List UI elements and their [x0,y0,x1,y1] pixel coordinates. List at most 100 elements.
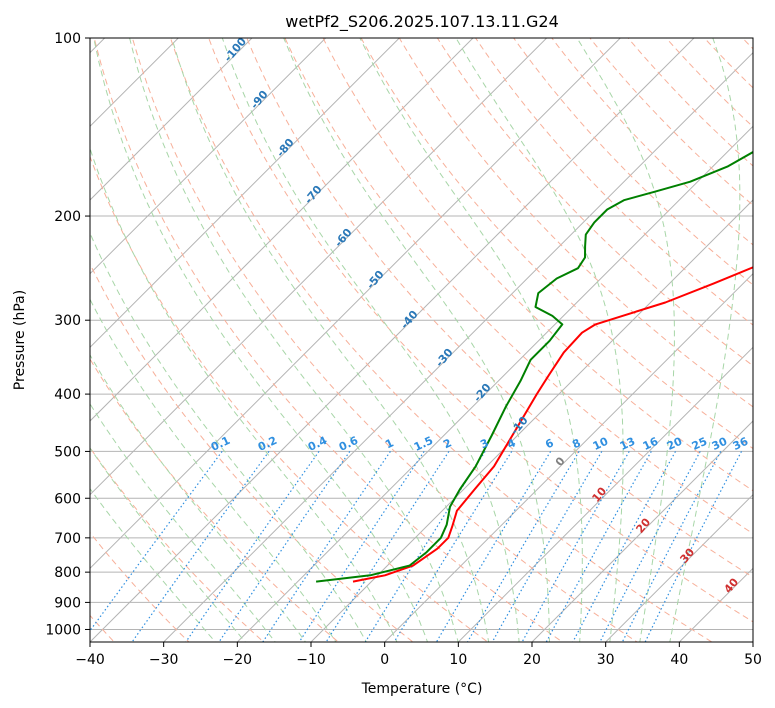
mixing-ratio-label: 25 [690,435,709,453]
isotherm-line [531,420,753,642]
isotherm-line [162,51,753,642]
dry-adiabat-line [93,38,564,642]
moist-adiabat-line [359,38,583,642]
isotherm-line [383,272,753,642]
moist-adiabat-line [221,38,520,642]
mixing-ratio-line [131,451,270,642]
x-axis: −40 −30 −20 −10 0 10 20 30 40 50 [75,642,762,668]
x-tick-label: 50 [744,652,762,668]
chart-title: wetPf2_S206.2025.107.13.11.G24 [285,12,559,32]
moist-adiabats [90,38,741,642]
x-tick-label: 20 [523,652,541,668]
plot-area: -100-90-80-70-60-50-40-30-20-10010203040… [0,11,775,654]
dry-adiabat-line [627,38,753,167]
dry-adiabat-line [170,38,713,642]
dry-adiabat-line [398,38,753,408]
isotherm-line [457,346,753,642]
moist-adiabat-line [283,38,550,642]
y-tick-label: 200 [54,209,81,225]
moist-adiabat-line [90,298,337,642]
moist-adiabat-line [576,38,675,642]
dry-adiabat-line [284,38,753,535]
dry-adiabat-line [131,38,638,642]
mixing-ratio-line [185,451,320,642]
mixing-ratio-label: 16 [641,435,661,453]
moist-adiabat-line [90,231,367,642]
moist-adiabat-line [90,402,276,642]
plot-frame [89,37,754,643]
mixing-ratio-label: 20 [665,435,685,453]
dry-adiabat-line [90,262,414,642]
mixing-ratio-line [644,451,743,642]
isotherm-line [90,38,401,349]
isotherm-line [90,38,180,128]
y-tick-label: 900 [54,595,81,611]
mixing-ratio-line [545,451,652,642]
dewpoint-profile [315,150,753,583]
isotherm-line [90,38,253,201]
moist-adiabat-line [129,38,459,642]
mixing-ratio-line [262,451,391,642]
x-tick-label: −10 [296,652,326,668]
plot-background [90,38,753,642]
moist-adiabat-line [93,38,429,642]
x-tick-label: 0 [380,652,389,668]
mixing-ratio-label: 13 [618,435,637,453]
y-tick-label: 300 [54,313,81,329]
moist-adiabat-line [90,447,246,642]
y-tick-label: 500 [54,444,81,460]
mixing-ratio-label: 36 [731,435,751,453]
y-axis: 100 200 300 400 500 600 700 800 900 1000 [45,31,90,638]
dry-adiabats [90,11,775,654]
y-tick-label: 600 [54,491,81,507]
y-tick-label: 1000 [45,622,81,638]
dry-adiabat-line [208,38,753,623]
mixing-ratio-line [218,451,351,642]
mixing-ratio-label: 10 [591,435,611,453]
x-tick-label: −40 [75,652,105,668]
dry-adiabat-line [322,38,753,492]
x-tick-label: −20 [223,652,253,668]
y-tick-label: 100 [54,31,81,47]
moist-adiabat-line [455,38,624,642]
dry-adiabat-line [754,11,775,654]
y-tick-label: 400 [54,387,81,403]
mixing-ratio-label: 30 [710,435,730,453]
isotherm-line [310,199,753,642]
mixing-ratio-line [521,451,630,642]
isotherm-line [236,125,753,642]
isotherm-line [90,38,695,642]
x-tick-label: 10 [449,652,467,668]
dry-adiabat-line [589,38,753,206]
sounding-series [315,150,753,583]
x-tick-label: 40 [670,652,688,668]
x-axis-title: Temperature (°C) [361,681,483,697]
moist-adiabat-line [90,487,216,642]
dry-adiabat-line [90,446,265,642]
y-tick-label: 700 [54,531,81,547]
mixing-ratio-line [325,451,450,642]
dry-adiabat-line [436,38,753,367]
x-tick-label: −30 [149,652,179,668]
moist-adiabat-line [90,146,398,642]
dry-adiabat-line [90,531,190,642]
isotherm-line [90,38,327,275]
isotherm-line [0,11,58,654]
dry-adiabat-line [474,38,753,326]
dry-adiabat-line [246,38,753,578]
mixing-ratio-lines [90,451,743,642]
isotherm-line [90,38,548,496]
dry-adiabat-line [360,38,753,450]
y-axis-title: Pressure (hPa) [12,290,28,390]
isotherm-lines [0,11,753,654]
isotherm-line [604,493,753,642]
mixing-ratio-line [491,451,603,642]
moist-adiabat-line [669,38,741,642]
mixing-ratio-line [435,451,552,642]
isotherm-line [90,38,622,570]
moist-adiabat-line [171,38,490,642]
y-tick-label: 800 [54,565,81,581]
dry-adiabat-line [513,38,753,286]
mixing-ratio-line [298,451,425,642]
